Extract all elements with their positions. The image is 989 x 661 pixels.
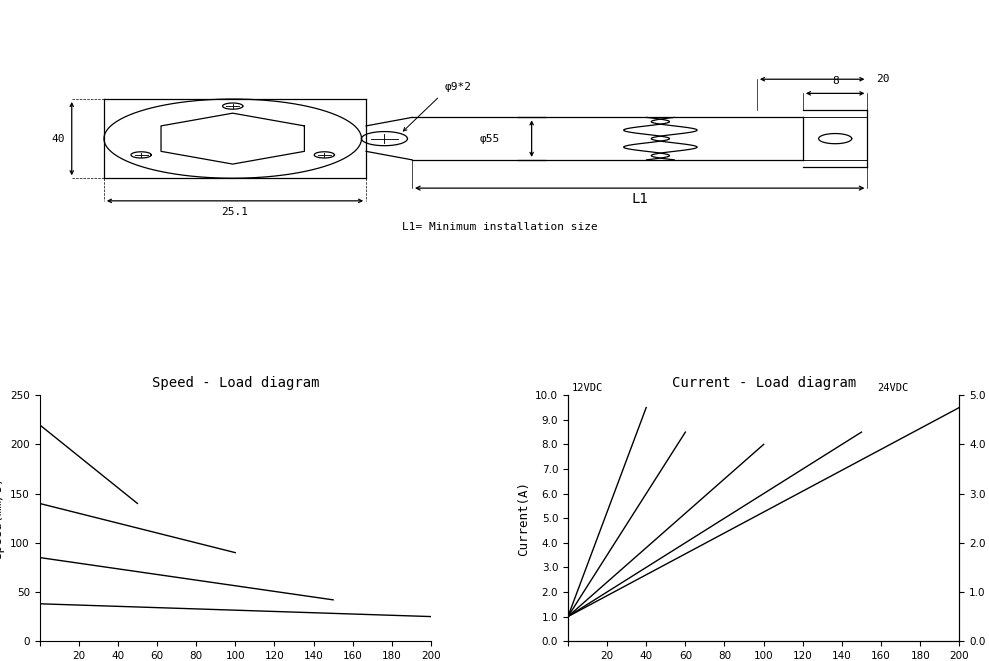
Text: φ55: φ55 — [480, 134, 499, 143]
Text: 20: 20 — [876, 74, 890, 84]
Text: 25.1: 25.1 — [222, 207, 248, 217]
Text: L1: L1 — [631, 192, 648, 206]
Title: Current - Load diagram: Current - Load diagram — [672, 376, 855, 390]
Y-axis label: Current(A): Current(A) — [516, 481, 530, 556]
Text: 24VDC: 24VDC — [877, 383, 908, 393]
Text: 8: 8 — [832, 76, 839, 87]
Text: 12VDC: 12VDC — [572, 383, 603, 393]
Title: Speed - Load diagram: Speed - Load diagram — [151, 376, 319, 390]
Text: L1= Minimum installation size: L1= Minimum installation size — [402, 222, 597, 232]
Y-axis label: Speed(mm/s): Speed(mm/s) — [0, 477, 5, 559]
Text: 40: 40 — [51, 134, 64, 143]
Text: φ9*2: φ9*2 — [444, 82, 472, 92]
